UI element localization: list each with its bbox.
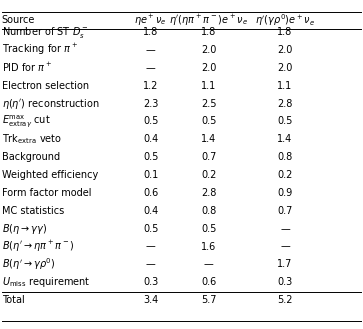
Text: —: — bbox=[280, 224, 290, 234]
Text: 0.2: 0.2 bbox=[201, 170, 216, 180]
Text: 0.2: 0.2 bbox=[277, 170, 293, 180]
Text: Electron selection: Electron selection bbox=[2, 81, 89, 91]
Text: Tracking for $\pi^+$: Tracking for $\pi^+$ bbox=[2, 42, 78, 58]
Text: —: — bbox=[146, 45, 155, 55]
Text: 2.0: 2.0 bbox=[201, 45, 216, 55]
Text: 2.8: 2.8 bbox=[277, 99, 293, 109]
Text: $\eta e^+\nu_e$: $\eta e^+\nu_e$ bbox=[134, 13, 167, 28]
Text: 1.8: 1.8 bbox=[277, 27, 293, 37]
Text: $\eta(\eta')$ reconstruction: $\eta(\eta')$ reconstruction bbox=[2, 97, 99, 111]
Text: 0.7: 0.7 bbox=[277, 206, 293, 216]
Text: Background: Background bbox=[2, 152, 60, 162]
Text: 5.2: 5.2 bbox=[277, 295, 293, 305]
Text: 0.9: 0.9 bbox=[277, 188, 293, 198]
Text: 5.7: 5.7 bbox=[201, 295, 216, 305]
Text: 1.1: 1.1 bbox=[201, 81, 216, 91]
Text: PID for $\pi^+$: PID for $\pi^+$ bbox=[2, 61, 52, 74]
Text: —: — bbox=[280, 241, 290, 252]
Text: 0.4: 0.4 bbox=[143, 134, 158, 144]
Text: Number of ST $D_s^-$: Number of ST $D_s^-$ bbox=[2, 25, 89, 39]
Text: 0.1: 0.1 bbox=[143, 170, 158, 180]
Text: 1.6: 1.6 bbox=[201, 241, 216, 252]
Text: $\eta'(\eta\pi^+\pi^-)e^+\nu_e$: $\eta'(\eta\pi^+\pi^-)e^+\nu_e$ bbox=[169, 13, 248, 28]
Text: 1.2: 1.2 bbox=[143, 81, 158, 91]
Text: $\eta'(\gamma\rho^0)e^+\nu_e$: $\eta'(\gamma\rho^0)e^+\nu_e$ bbox=[255, 13, 315, 28]
Text: —: — bbox=[204, 260, 213, 269]
Text: Weighted efficiency: Weighted efficiency bbox=[2, 170, 98, 180]
Text: 1.4: 1.4 bbox=[277, 134, 293, 144]
Text: $E_{\mathrm{extra}\gamma}^{\mathrm{max}}$ cut: $E_{\mathrm{extra}\gamma}^{\mathrm{max}}… bbox=[2, 114, 50, 129]
Text: Trk$_{\mathrm{extra}}$ veto: Trk$_{\mathrm{extra}}$ veto bbox=[2, 133, 62, 146]
Text: —: — bbox=[146, 63, 155, 73]
Text: 2.0: 2.0 bbox=[277, 45, 293, 55]
Text: 1.4: 1.4 bbox=[201, 134, 216, 144]
Text: 0.8: 0.8 bbox=[277, 152, 293, 162]
Text: 2.3: 2.3 bbox=[143, 99, 158, 109]
Text: 1.1: 1.1 bbox=[277, 81, 293, 91]
Text: 3.4: 3.4 bbox=[143, 295, 158, 305]
Text: —: — bbox=[146, 241, 155, 252]
Text: 0.5: 0.5 bbox=[143, 116, 158, 126]
Text: 1.8: 1.8 bbox=[143, 27, 158, 37]
Text: 0.3: 0.3 bbox=[143, 277, 158, 287]
Text: 0.5: 0.5 bbox=[201, 224, 216, 234]
Text: Source: Source bbox=[2, 15, 35, 25]
Text: 0.5: 0.5 bbox=[143, 224, 158, 234]
Text: $B(\eta' \to \eta\pi^+\pi^-)$: $B(\eta' \to \eta\pi^+\pi^-)$ bbox=[2, 239, 74, 254]
Text: 0.4: 0.4 bbox=[143, 206, 158, 216]
Text: Form factor model: Form factor model bbox=[2, 188, 91, 198]
Text: 0.7: 0.7 bbox=[201, 152, 216, 162]
Text: 0.5: 0.5 bbox=[277, 116, 293, 126]
Text: 2.0: 2.0 bbox=[277, 63, 293, 73]
Text: 2.8: 2.8 bbox=[201, 188, 216, 198]
Text: 0.8: 0.8 bbox=[201, 206, 216, 216]
Text: $B(\eta' \to \gamma\rho^0)$: $B(\eta' \to \gamma\rho^0)$ bbox=[2, 257, 55, 272]
Text: —: — bbox=[146, 260, 155, 269]
Text: 0.6: 0.6 bbox=[201, 277, 216, 287]
Text: 1.7: 1.7 bbox=[277, 260, 293, 269]
Text: 0.5: 0.5 bbox=[143, 152, 158, 162]
Text: 2.5: 2.5 bbox=[201, 99, 216, 109]
Text: 0.5: 0.5 bbox=[201, 116, 216, 126]
Text: 1.8: 1.8 bbox=[201, 27, 216, 37]
Text: $B(\eta \to \gamma\gamma)$: $B(\eta \to \gamma\gamma)$ bbox=[2, 222, 47, 236]
Text: 0.3: 0.3 bbox=[277, 277, 293, 287]
Text: 0.6: 0.6 bbox=[143, 188, 158, 198]
Text: MC statistics: MC statistics bbox=[2, 206, 64, 216]
Text: $U_{\mathrm{miss}}$ requirement: $U_{\mathrm{miss}}$ requirement bbox=[2, 275, 90, 289]
Text: 2.0: 2.0 bbox=[201, 63, 216, 73]
Text: Total: Total bbox=[2, 295, 25, 305]
